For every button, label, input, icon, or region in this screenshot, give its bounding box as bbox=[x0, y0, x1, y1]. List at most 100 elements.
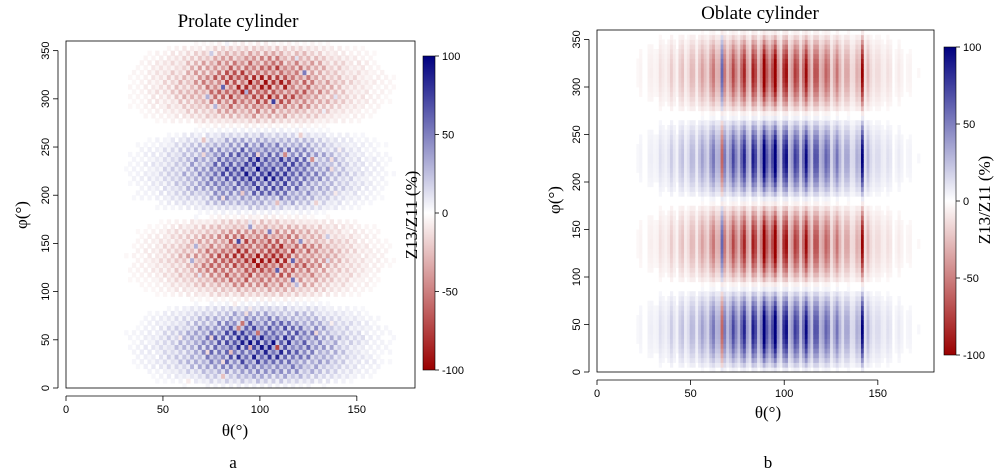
heatmap-cell bbox=[672, 182, 677, 188]
heatmap-cell bbox=[675, 148, 679, 154]
heatmap-cell bbox=[341, 224, 346, 230]
heatmap-cell bbox=[695, 158, 699, 164]
heatmap-cell bbox=[170, 166, 175, 172]
heatmap-cell bbox=[306, 113, 311, 119]
heatmap-cell bbox=[298, 286, 303, 293]
heatmap-cell bbox=[684, 96, 688, 102]
heatmap-cell bbox=[306, 185, 311, 191]
heatmap-cell bbox=[664, 77, 668, 83]
heatmap-cell bbox=[267, 253, 272, 259]
heatmap-cell bbox=[672, 129, 677, 135]
heatmap-cell bbox=[256, 306, 261, 312]
heatmap-cell bbox=[155, 79, 160, 85]
heatmap-cell bbox=[174, 180, 179, 186]
heatmap-cell bbox=[159, 84, 164, 90]
heatmap-cell bbox=[279, 368, 284, 374]
heatmap-cell bbox=[279, 166, 284, 172]
heatmap-cell bbox=[209, 286, 214, 293]
heatmap-cell bbox=[155, 310, 160, 317]
heatmap-cell bbox=[224, 219, 230, 225]
heatmap-cell bbox=[240, 373, 245, 379]
heatmap-cell bbox=[178, 103, 183, 109]
heatmap-cell bbox=[252, 55, 257, 61]
heatmap-cell bbox=[162, 79, 168, 85]
heatmap-cell bbox=[275, 315, 280, 321]
heatmap-cell bbox=[318, 204, 323, 211]
heatmap-cell bbox=[228, 45, 234, 52]
heatmap-cell bbox=[380, 89, 385, 95]
heatmap-cell bbox=[232, 118, 238, 124]
heatmap-cell bbox=[271, 147, 276, 153]
heatmap-cell bbox=[672, 63, 677, 69]
heatmap-cell bbox=[664, 329, 668, 335]
heatmap-cell bbox=[345, 286, 350, 293]
heatmap-cell bbox=[700, 277, 705, 283]
heatmap-cell bbox=[197, 98, 203, 105]
heatmap-cell bbox=[178, 330, 183, 336]
heatmap-cell bbox=[221, 378, 226, 384]
heatmap-cell bbox=[360, 373, 365, 379]
heatmap-cell bbox=[256, 219, 261, 225]
heatmap-cell bbox=[686, 319, 691, 325]
heatmap-cell bbox=[356, 272, 362, 278]
heatmap-cell bbox=[193, 156, 199, 162]
heatmap-cell bbox=[675, 224, 679, 230]
heatmap-cell bbox=[698, 220, 702, 226]
heatmap-cell bbox=[236, 320, 241, 326]
heatmap-cell bbox=[259, 209, 265, 215]
heatmap-cell bbox=[279, 161, 284, 167]
heatmap-cell bbox=[302, 238, 307, 244]
heatmap-cell bbox=[318, 55, 323, 61]
heatmap-cell bbox=[698, 63, 702, 69]
heatmap-cell bbox=[376, 354, 381, 360]
heatmap-cell bbox=[205, 147, 210, 153]
heatmap-cell bbox=[672, 177, 677, 183]
heatmap-cell bbox=[240, 354, 245, 360]
heatmap-cell bbox=[658, 167, 662, 173]
heatmap-cell bbox=[283, 339, 288, 346]
heatmap-cell bbox=[279, 55, 284, 61]
heatmap-cell bbox=[345, 344, 350, 350]
heatmap-cell bbox=[190, 228, 195, 235]
heatmap-cell bbox=[290, 84, 296, 90]
heatmap-cell bbox=[678, 139, 682, 145]
heatmap-cell bbox=[349, 55, 354, 61]
heatmap-cell bbox=[271, 233, 276, 239]
heatmap-cell bbox=[318, 277, 323, 283]
heatmap-cell bbox=[306, 180, 311, 186]
heatmap-cell bbox=[155, 233, 160, 239]
heatmap-cell bbox=[209, 127, 214, 133]
heatmap-cell bbox=[650, 267, 654, 273]
heatmap-cell bbox=[698, 144, 702, 150]
heatmap-cell bbox=[279, 359, 284, 365]
heatmap-cell bbox=[228, 281, 234, 288]
heatmap-cell bbox=[325, 359, 331, 365]
heatmap-cell bbox=[166, 132, 172, 138]
heatmap-cell bbox=[217, 127, 222, 133]
heatmap-cell bbox=[224, 277, 230, 283]
heatmap-cell bbox=[267, 277, 272, 283]
heatmap-cell bbox=[372, 359, 377, 365]
heatmap-cell bbox=[256, 147, 261, 153]
heatmap-cell bbox=[692, 353, 696, 359]
heatmap-cell bbox=[376, 142, 381, 148]
heatmap-cell bbox=[302, 253, 307, 259]
heatmap-cell bbox=[664, 96, 668, 102]
heatmap-cell bbox=[360, 257, 365, 264]
heatmap-cell bbox=[667, 220, 671, 226]
heatmap-cell bbox=[151, 103, 156, 109]
heatmap-cell bbox=[294, 118, 300, 124]
heatmap-cell bbox=[684, 272, 688, 278]
heatmap-cell bbox=[197, 349, 203, 355]
heatmap-cell bbox=[325, 368, 331, 374]
heatmap-cell bbox=[190, 94, 195, 100]
heatmap-cell bbox=[186, 349, 191, 355]
heatmap-cell bbox=[240, 79, 245, 85]
heatmap-cell bbox=[329, 238, 334, 244]
heatmap-cell bbox=[329, 113, 334, 119]
heatmap-cell bbox=[333, 113, 338, 119]
heatmap-cell bbox=[228, 55, 234, 61]
heatmap-cell bbox=[700, 315, 705, 321]
heatmap-cell bbox=[655, 329, 660, 335]
heatmap-cell bbox=[639, 144, 643, 150]
